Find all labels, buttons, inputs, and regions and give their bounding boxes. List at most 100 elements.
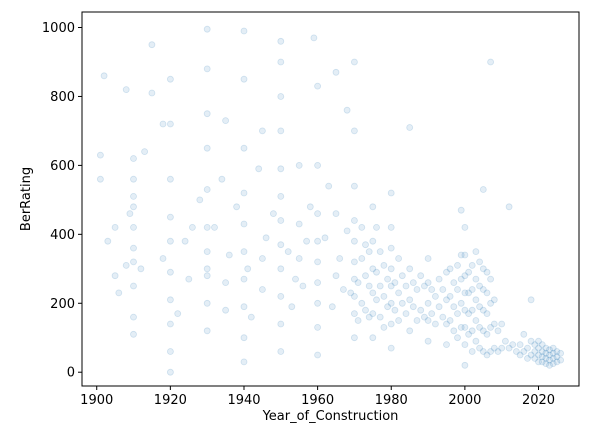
data-point [148,89,156,97]
data-point [350,237,358,245]
data-point [435,303,443,311]
data-point [465,268,473,276]
data-point [240,334,248,342]
data-point [284,248,292,256]
data-point [332,68,340,76]
data-point [288,303,296,311]
data-point [343,106,351,114]
data-point [203,144,211,152]
data-point [443,341,450,349]
y-tick-label: 600 [50,159,75,174]
data-point [258,127,266,135]
data-point [203,327,211,335]
data-point [531,341,539,349]
data-point [358,299,366,307]
y-axis-ticks: 0 200 400 600 800 1000 [42,21,82,381]
data-point [130,192,137,200]
data-point [391,306,399,314]
data-point [402,282,410,290]
data-point [362,241,369,249]
data-point [498,320,506,328]
data-point [258,255,266,262]
data-point [314,210,322,218]
data-point [111,272,119,280]
data-point [277,241,285,249]
data-point [350,258,358,266]
data-point [457,299,465,307]
data-point [174,310,182,318]
data-point [277,348,285,355]
data-point [240,75,248,83]
data-point [461,323,469,331]
data-point [387,282,395,290]
data-point [244,265,252,273]
data-point [553,358,561,366]
x-tick-label: 2020 [522,393,555,408]
x-axis-label: Year_of_Construction [262,409,399,424]
data-point [277,93,285,100]
data-point [546,351,553,359]
data-point [203,65,211,73]
data-point [439,286,447,293]
data-point [380,323,388,331]
data-point [299,282,307,290]
data-point [501,337,509,345]
data-point [549,349,557,357]
data-point [166,75,174,83]
data-point [233,203,241,211]
data-point [104,237,112,245]
x-tick-label: 1900 [80,393,113,408]
data-point [203,25,211,33]
data-point [97,175,104,183]
data-point [535,351,542,359]
data-point [203,272,211,280]
points-layer [97,25,564,376]
data-point [277,265,285,273]
data-point [314,161,322,169]
data-point [476,323,484,331]
data-point [203,248,211,256]
data-point [553,353,561,361]
data-point [369,289,377,297]
data-point [457,275,465,283]
data-point [535,344,542,352]
data-point [350,58,358,66]
data-point [428,286,436,293]
data-point [373,223,380,231]
data-point [487,323,495,331]
x-tick-label: 2000 [448,393,481,408]
x-tick-label: 1960 [301,393,334,408]
data-point [240,275,248,283]
data-point [487,58,495,66]
data-point [240,189,248,197]
data-point [487,348,495,355]
data-point [222,306,230,314]
data-point [406,124,414,131]
data-point [166,237,174,245]
data-point [476,344,484,352]
data-point [465,310,473,318]
data-point [148,41,156,49]
data-point [472,275,480,283]
data-point [505,344,513,352]
data-point [483,268,491,276]
data-point [535,358,542,366]
data-point [479,327,487,335]
data-point [130,313,137,321]
data-point [141,148,149,156]
data-point [269,210,277,218]
data-point [277,192,285,200]
data-point [295,255,303,262]
data-point [454,261,461,269]
data-point [373,296,380,304]
data-point [479,348,487,355]
data-point [240,358,248,366]
data-point [472,248,480,256]
data-point [365,282,373,290]
data-point [306,203,314,211]
data-point [487,275,495,283]
data-point [130,244,137,252]
data-point [277,127,285,135]
data-point [417,306,425,314]
